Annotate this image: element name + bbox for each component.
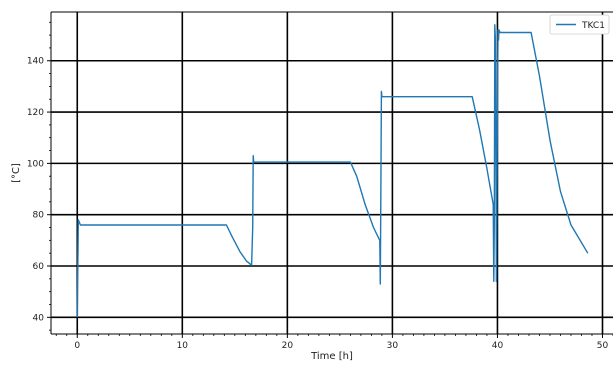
plot-background [51,12,613,334]
legend: TKC1 [549,14,610,35]
x-tick-label: 20 [282,341,294,351]
x-tick-label: 40 [492,341,504,351]
legend-label-tkc1: TKC1 [581,21,605,31]
y-axis-label: [°C] [11,163,22,183]
tick-labels: 0 10 20 30 40 50 40 60 80 100 120 140 [27,21,613,351]
legend-box [549,14,610,35]
x-tick-label: 50 [597,341,609,351]
axes [50,11,613,335]
y-tick-label: 100 [27,159,44,169]
grid-lines [51,12,613,334]
y-tick-label: 120 [27,108,44,118]
series-line-tkc1 [76,24,589,318]
y-tick-label: 140 [27,57,44,67]
x-axis-label: Time [h] [310,351,353,362]
x-tick-label: 10 [177,341,189,351]
x-tick-label: 0 [74,341,80,351]
y-tick-label: 60 [33,262,45,272]
x-tick-label: 30 [387,341,399,351]
series-layer [76,24,589,318]
y-tick-label: 40 [33,313,45,323]
y-tick-label: 80 [33,211,45,221]
